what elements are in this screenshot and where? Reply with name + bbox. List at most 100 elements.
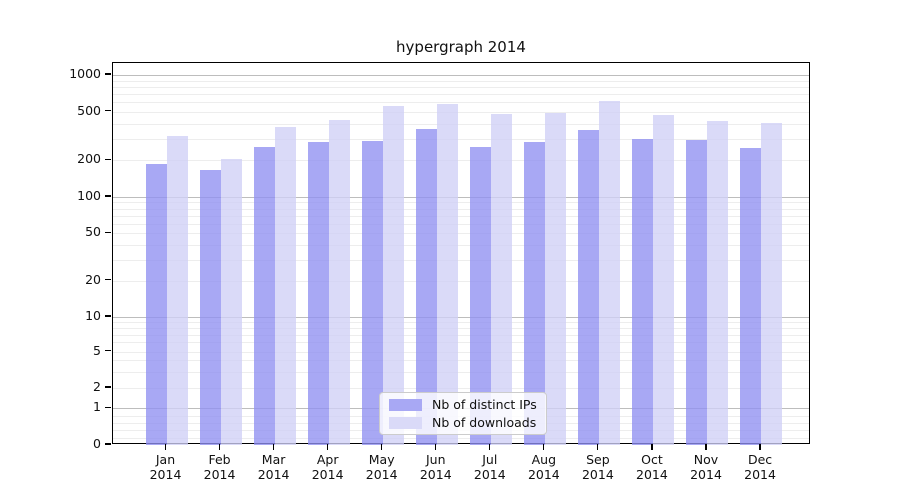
- bar-dec-downloads: [761, 122, 783, 445]
- bar-oct-downloads: [652, 115, 674, 445]
- y-tick-mark: [105, 231, 111, 233]
- gridline-minor: [113, 280, 809, 282]
- chart-title: hypergraph 2014: [396, 38, 526, 56]
- month-label: Feb: [208, 452, 231, 467]
- x-tick-mark: [543, 444, 545, 450]
- x-tick-label: Feb 2014: [188, 452, 252, 482]
- bar-sep-ips: [577, 130, 599, 445]
- legend: Nb of distinct IPs Nb of downloads: [379, 392, 547, 435]
- bar-feb-ips: [199, 169, 221, 445]
- gridline-major: [113, 317, 809, 318]
- x-tick-mark: [651, 444, 653, 450]
- y-tick-mark: [105, 279, 111, 281]
- bar-jul-downloads: [490, 114, 512, 445]
- gridline-minor: [113, 371, 809, 373]
- bar-sep-downloads: [598, 101, 620, 445]
- x-tick-label: Jul 2014: [458, 452, 522, 482]
- x-tick-mark: [759, 444, 761, 450]
- y-tick-label: 500: [77, 102, 101, 118]
- gridline-minor: [113, 123, 809, 125]
- y-tick-label: 50: [85, 224, 101, 240]
- gridline-minor: [113, 111, 809, 113]
- gridline-minor: [113, 244, 809, 246]
- y-tick-mark: [105, 406, 111, 408]
- y-tick-mark: [105, 195, 111, 197]
- legend-entry-ips: Nb of distinct IPs: [389, 397, 537, 412]
- x-tick-label: Sep 2014: [566, 452, 630, 482]
- year-label: 2014: [473, 467, 506, 482]
- gridline-minor: [113, 138, 809, 140]
- x-tick-mark: [273, 444, 275, 450]
- y-tick-mark: [105, 315, 111, 317]
- gridline-minor: [113, 86, 809, 88]
- bar-jan-ips: [145, 164, 167, 445]
- y-tick-label: 200: [77, 151, 101, 167]
- gridline-minor: [113, 259, 809, 261]
- y-tick-label: 1: [93, 399, 101, 415]
- x-tick-label: May 2014: [350, 452, 414, 482]
- gridline-minor: [113, 328, 809, 330]
- year-label: 2014: [527, 467, 560, 482]
- gridline-major: [113, 197, 809, 198]
- gridline-minor: [113, 360, 809, 362]
- year-label: 2014: [203, 467, 236, 482]
- month-label: Dec: [747, 452, 773, 467]
- month-label: Aug: [531, 452, 557, 467]
- legend-label: Nb of downloads: [432, 415, 537, 430]
- y-tick-label: 0: [93, 436, 101, 451]
- month-label: May: [368, 452, 395, 467]
- gridline-minor: [113, 342, 809, 344]
- plot-area: [112, 62, 810, 445]
- gridline-minor: [113, 93, 809, 95]
- bar-aug-ips: [523, 142, 545, 445]
- year-label: 2014: [311, 467, 344, 482]
- x-tick-label: Aug 2014: [512, 452, 576, 482]
- gridline-minor: [113, 334, 809, 336]
- gridline-minor: [113, 202, 809, 204]
- x-tick-mark: [327, 444, 329, 450]
- bar-feb-downloads: [220, 158, 242, 445]
- month-label: Oct: [641, 452, 663, 467]
- gridline-minor: [113, 223, 809, 225]
- x-tick-mark: [435, 444, 437, 450]
- month-label: Jun: [425, 452, 446, 467]
- gridline-minor: [113, 388, 809, 389]
- gridline-minor: [113, 208, 809, 210]
- month-label: Sep: [586, 452, 610, 467]
- year-label: 2014: [419, 467, 452, 482]
- year-label: 2014: [365, 467, 398, 482]
- x-tick-label: Jun 2014: [404, 452, 468, 482]
- month-label: Mar: [261, 452, 286, 467]
- gridline-minor: [113, 215, 809, 217]
- x-tick-label: Nov 2014: [674, 452, 738, 482]
- bar-aug-downloads: [544, 113, 566, 445]
- y-tick-mark: [105, 443, 111, 445]
- year-label: 2014: [744, 467, 776, 482]
- gridline-minor: [113, 102, 809, 104]
- bar-apr-downloads: [328, 119, 350, 445]
- y-tick-label: 100: [77, 188, 101, 203]
- legend-label: Nb of distinct IPs: [432, 397, 537, 412]
- gridline-minor: [113, 160, 809, 162]
- y-tick-mark: [105, 349, 111, 352]
- x-tick-mark: [164, 444, 167, 450]
- gridline-minor: [113, 351, 809, 353]
- bar-jun-downloads: [436, 104, 458, 445]
- month-label: Apr: [316, 452, 339, 467]
- year-label: 2014: [581, 467, 614, 482]
- bar-jul-ips: [469, 146, 491, 445]
- legend-swatch-icon: [389, 398, 422, 411]
- x-tick-label: Oct 2014: [620, 452, 684, 482]
- x-tick-mark: [381, 444, 383, 450]
- gridline-major: [113, 75, 809, 76]
- y-tick-label: 1000: [69, 66, 101, 81]
- bar-apr-ips: [307, 142, 329, 445]
- x-tick-label: Apr 2014: [296, 452, 360, 482]
- gridline-minor: [113, 322, 809, 324]
- bar-may-downloads: [382, 106, 404, 445]
- y-tick-label: 5: [93, 342, 101, 358]
- gridline-minor: [113, 437, 809, 439]
- bar-dec-ips: [740, 148, 762, 445]
- year-label: 2014: [149, 467, 182, 482]
